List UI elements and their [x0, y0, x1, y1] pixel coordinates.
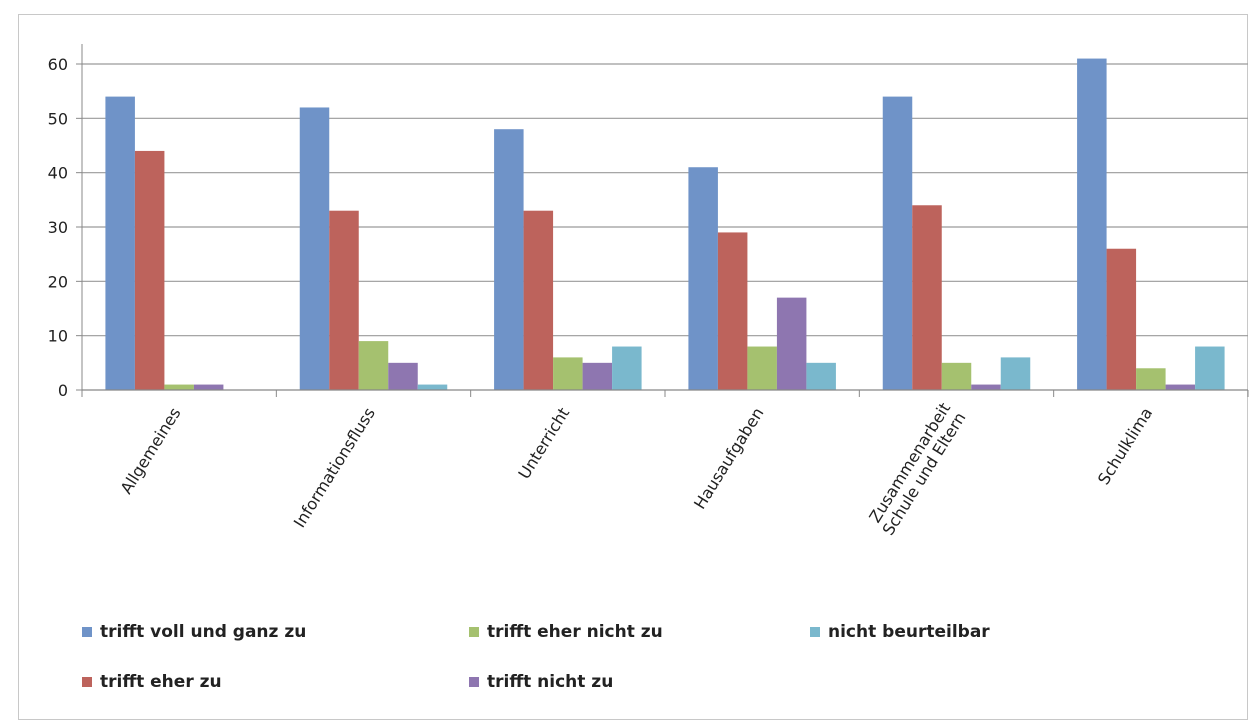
- legend-label: trifft nicht zu: [487, 672, 614, 692]
- bar: [193, 384, 224, 390]
- bar: [299, 107, 330, 390]
- y-tick-label: 30: [48, 218, 68, 237]
- bar: [494, 129, 524, 390]
- bar: [912, 205, 942, 390]
- bar: [582, 362, 613, 390]
- bar: [776, 297, 807, 390]
- legend-label: nicht beurteilbar: [828, 622, 990, 642]
- bar: [105, 96, 135, 390]
- x-tick-label: Allgemeines: [116, 404, 184, 497]
- bar: [612, 346, 642, 390]
- bar: [164, 384, 194, 390]
- chart-legend: trifft voll und ganz zu trifft eher nich…: [82, 622, 1182, 702]
- bar: [417, 384, 448, 390]
- legend-swatch: [469, 627, 479, 637]
- y-tick-label: 40: [48, 164, 68, 183]
- bar: [688, 167, 718, 390]
- y-tick-label: 0: [58, 381, 68, 400]
- legend-swatch: [810, 627, 820, 637]
- legend-item-trifft-eher-nicht-zu: trifft eher nicht zu: [469, 622, 663, 642]
- legend-swatch: [82, 677, 92, 687]
- bar: [1000, 357, 1031, 390]
- legend-item-trifft-eher-zu: trifft eher zu: [82, 672, 222, 692]
- x-tick-label: Hausaufgaben: [690, 404, 768, 512]
- legend-label: trifft eher nicht zu: [487, 622, 663, 642]
- bar: [717, 232, 748, 390]
- y-tick-label: 50: [48, 109, 68, 128]
- bar: [1077, 58, 1107, 391]
- bar: [523, 210, 554, 390]
- bar: [1106, 248, 1137, 390]
- bar: [1195, 346, 1225, 390]
- x-tick-label: Informationsfluss: [290, 404, 379, 531]
- y-tick-label: 60: [48, 55, 68, 74]
- legend-item-trifft-voll-und-ganz-zu: trifft voll und ganz zu: [82, 622, 306, 642]
- bar: [1136, 368, 1166, 390]
- x-tick-label: Schulklima: [1094, 404, 1156, 488]
- legend-item-nicht-beurteilbar: nicht beurteilbar: [810, 622, 990, 642]
- y-tick-label: 10: [48, 327, 68, 346]
- legend-item-trifft-nicht-zu: trifft nicht zu: [469, 672, 613, 692]
- bar: [882, 96, 913, 390]
- bar: [941, 362, 972, 390]
- bar: [806, 362, 836, 390]
- y-tick-label: 20: [48, 272, 68, 291]
- legend-label: trifft voll und ganz zu: [100, 622, 307, 642]
- x-tick-label: Unterricht: [514, 404, 573, 482]
- bar: [329, 210, 359, 390]
- bar: [134, 150, 165, 390]
- x-tick-label: ZusammenarbeitSchule und Eltern: [863, 399, 969, 538]
- bar: [1165, 384, 1196, 390]
- bar: [388, 362, 418, 390]
- legend-swatch: [469, 677, 479, 687]
- legend-swatch: [82, 627, 92, 637]
- legend-label: trifft eher zu: [100, 672, 222, 692]
- bar: [553, 357, 583, 390]
- bar: [971, 384, 1001, 390]
- bar: [747, 346, 777, 390]
- bar: [358, 341, 389, 390]
